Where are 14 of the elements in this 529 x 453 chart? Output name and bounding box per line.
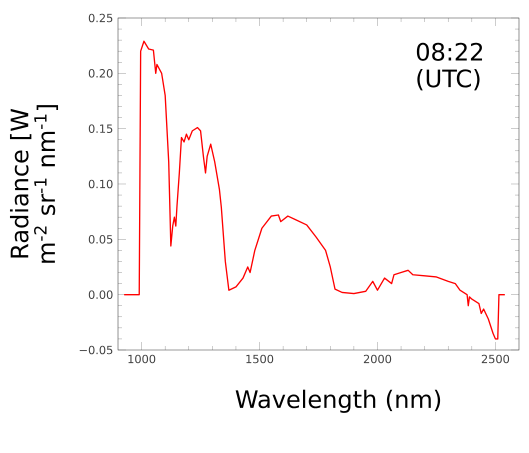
- y-tick-label: 0.05: [88, 235, 112, 244]
- x-tick-label: 2000: [364, 354, 392, 364]
- x-tick-label: 2500: [482, 354, 510, 364]
- x-tick-label: 1500: [246, 354, 274, 364]
- line-series: [123, 40, 506, 340]
- x-tick-label: 1000: [128, 354, 156, 364]
- y-tick-label: 0.20: [88, 69, 113, 78]
- y-tick-label: 0.10: [88, 180, 113, 188]
- y-tick-label: 0.15: [88, 124, 112, 133]
- y-tick-label: −0.05: [80, 346, 112, 354]
- annotation: 08:22 (UTC): [416, 42, 482, 90]
- x-axis-title: Wavelength (nm): [236, 390, 440, 413]
- y-tick-label: 0.25: [88, 14, 112, 22]
- y-tick-label: 0.00: [88, 290, 113, 299]
